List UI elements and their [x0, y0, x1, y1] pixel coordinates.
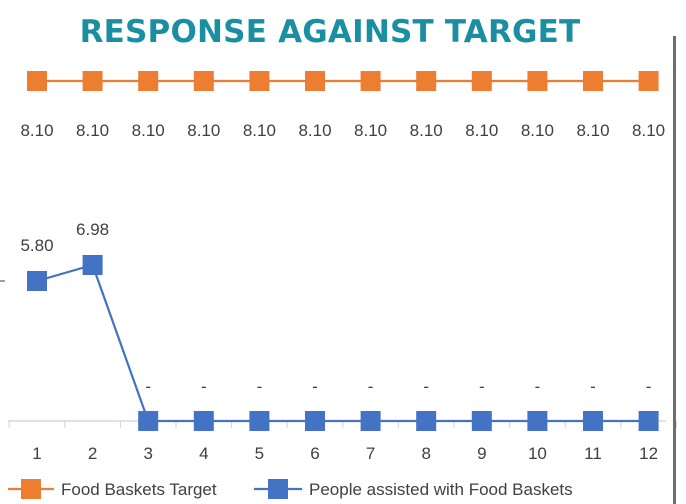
data-point-assisted: [527, 411, 548, 431]
x-tick-label: 10: [528, 444, 547, 463]
data-label-target: 8.10: [187, 121, 220, 140]
legend-label-target: Food Baskets Target: [61, 480, 217, 499]
x-tick-label: 1: [32, 444, 41, 463]
data-label-assisted: -: [201, 377, 207, 396]
data-label-assisted: -: [646, 377, 652, 396]
data-point-assisted: [305, 411, 325, 431]
data-label-target: 8.10: [298, 121, 331, 140]
data-label-assisted: -: [423, 377, 429, 396]
data-label-target: 8.10: [410, 121, 443, 140]
data-point-target: [360, 71, 381, 91]
data-point-target: [527, 71, 548, 91]
data-point-target: [583, 71, 603, 91]
data-label-target: 8.10: [465, 121, 498, 140]
data-label-assisted: -: [535, 377, 541, 396]
data-label-assisted: -: [312, 377, 318, 396]
x-tick-label: 3: [143, 444, 152, 463]
x-tick-label: 2: [88, 444, 97, 463]
data-label-target: 8.10: [521, 121, 554, 140]
data-label-assisted: -: [479, 377, 485, 396]
data-point-assisted: [82, 255, 103, 275]
data-label-target: 8.10: [20, 121, 53, 140]
data-point-target: [471, 71, 492, 91]
data-point-assisted: [638, 411, 659, 431]
chart-title: RESPONSE AGAINST TARGET: [79, 14, 581, 50]
data-label-assisted: -: [368, 377, 374, 396]
data-point-assisted: [27, 271, 47, 291]
data-point-assisted: [193, 411, 214, 431]
legend-marker-assisted: [268, 479, 288, 499]
x-tick-label: 4: [199, 444, 208, 463]
legend-marker-target: [21, 479, 41, 499]
data-label-target: 8.10: [576, 121, 609, 140]
data-point-target: [638, 71, 659, 91]
data-label-assisted: 6.98: [76, 220, 109, 239]
legend-label-assisted: People assisted with Food Baskets: [309, 480, 573, 499]
x-tick-label: 11: [584, 444, 602, 463]
series-line-assisted: [36, 263, 649, 423]
data-label-target: 8.10: [632, 121, 665, 140]
data-point-target: [416, 71, 437, 91]
x-tick-label: 8: [421, 444, 430, 463]
data-label-assisted: -: [257, 377, 263, 396]
data-point-assisted: [360, 411, 381, 431]
data-point-assisted: [249, 411, 270, 431]
data-label-target: 8.10: [132, 121, 165, 140]
data-point-assisted: [471, 411, 492, 431]
x-tick-label: 6: [310, 444, 319, 463]
data-point-target: [138, 71, 159, 91]
chart-frame-edge: [673, 36, 676, 504]
x-tick-label: 7: [366, 444, 375, 463]
data-point-target: [82, 71, 103, 91]
data-point-target: [193, 71, 214, 91]
data-label-assisted: 5.80: [20, 236, 53, 255]
x-tick-label: 9: [477, 444, 486, 463]
data-label-target: 8.10: [354, 121, 387, 140]
data-point-target: [27, 71, 47, 91]
x-tick-label: 12: [639, 444, 658, 463]
data-point-assisted: [138, 411, 159, 431]
data-label-assisted: -: [590, 377, 596, 396]
data-point-target: [305, 71, 325, 91]
data-point-target: [249, 71, 270, 91]
data-label-target: 8.10: [243, 121, 276, 140]
data-point-assisted: [416, 411, 437, 431]
x-tick-label: 5: [255, 444, 264, 463]
data-label-assisted: -: [145, 377, 151, 396]
data-point-assisted: [583, 411, 603, 431]
data-label-target: 8.10: [76, 121, 109, 140]
